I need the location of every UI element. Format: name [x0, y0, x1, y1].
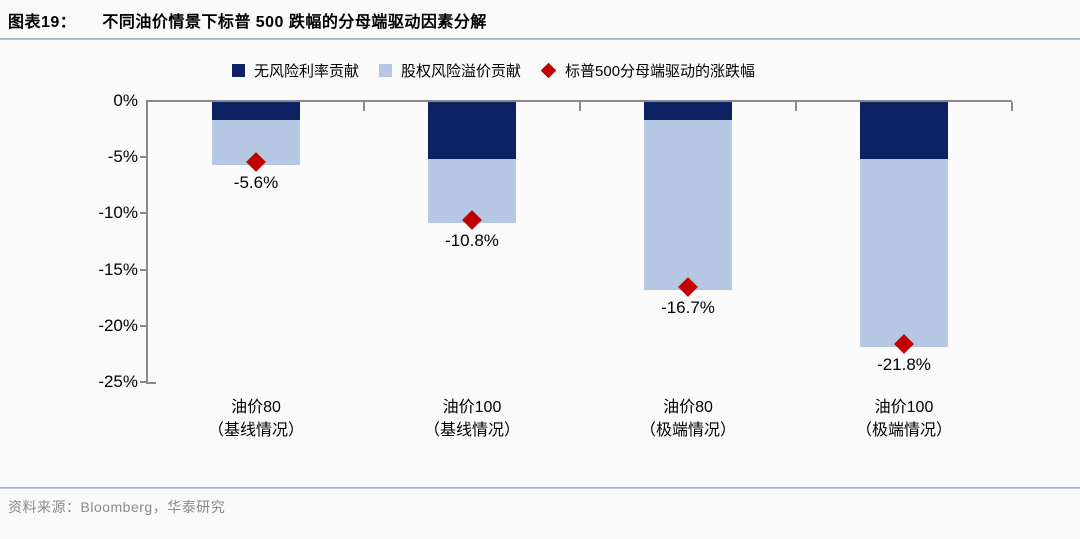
y-axis-tick	[140, 268, 147, 271]
x-axis-tick	[363, 102, 365, 111]
bar-segment-riskfree	[644, 102, 732, 120]
legend-label: 标普500分母端驱动的涨跌幅	[565, 62, 756, 80]
source-label: 资料来源：	[8, 499, 81, 515]
legend-label: 无风险利率贡献	[254, 62, 360, 80]
total-value-label: -21.8%	[877, 355, 931, 375]
legend-square-icon	[232, 63, 245, 77]
bar-segment-erp	[860, 159, 948, 348]
total-value-label: -5.6%	[233, 172, 279, 192]
legend-square-icon	[379, 63, 393, 77]
y-axis-line	[146, 100, 148, 384]
category-label: 油价100 （极端情况）	[855, 399, 952, 439]
bar-segment-erp	[644, 119, 732, 290]
figure-number: 图表19：	[8, 14, 77, 31]
legend-label: 股权风险溢价贡献	[401, 62, 522, 80]
x-axis-line	[146, 100, 1012, 102]
legend-item-2: 标普500分母端驱动的涨跌幅	[540, 60, 756, 81]
y-axis-tick	[140, 156, 147, 159]
chart-legend: 无风险利率贡献 股权风险溢价贡献 标普500分母端驱动的涨跌幅	[232, 58, 755, 82]
bar-segment-riskfree	[860, 102, 948, 160]
category-label: 油价100 （基线情况）	[423, 399, 520, 439]
title-divider	[0, 38, 1080, 40]
y-axis-tick	[140, 324, 147, 327]
y-axis-end-tick	[148, 382, 156, 384]
x-axis-tick	[795, 102, 797, 111]
y-tick-label: -5%	[107, 147, 138, 167]
legend-item-1: 股权风险溢价贡献	[379, 60, 521, 81]
y-tick-label: -10%	[98, 203, 138, 223]
x-axis-tick	[1011, 102, 1013, 111]
x-axis-tick	[579, 102, 581, 111]
bar-segment-riskfree	[212, 102, 300, 120]
chart-title-row: 图表19： 不同油价情景下标普 500 跌幅的分母端驱动因素分解	[8, 8, 1072, 32]
category-label: 油价80 （极端情况）	[639, 399, 736, 439]
total-value-label: -10.8%	[445, 231, 499, 251]
y-tick-label: -25%	[98, 372, 138, 391]
y-tick-label: -20%	[98, 315, 138, 335]
y-axis-tick	[140, 212, 147, 215]
source-note: 资料来源：Bloomberg，华泰研究	[8, 497, 225, 517]
bar-segment-riskfree	[428, 102, 516, 160]
footer-divider	[0, 487, 1080, 489]
y-tick-label: -15%	[98, 259, 138, 279]
legend-item-0: 无风险利率贡献	[232, 60, 359, 81]
y-tick-label: 0%	[113, 91, 138, 110]
total-value-label: -16.7%	[661, 297, 715, 317]
source-text: Bloomberg，华泰研究	[80, 499, 226, 515]
chart-title: 不同油价情景下标普 500 跌幅的分母端驱动因素分解	[102, 14, 487, 31]
y-axis-tick	[140, 381, 147, 383]
category-label: 油价80 （基线情况）	[207, 399, 304, 439]
